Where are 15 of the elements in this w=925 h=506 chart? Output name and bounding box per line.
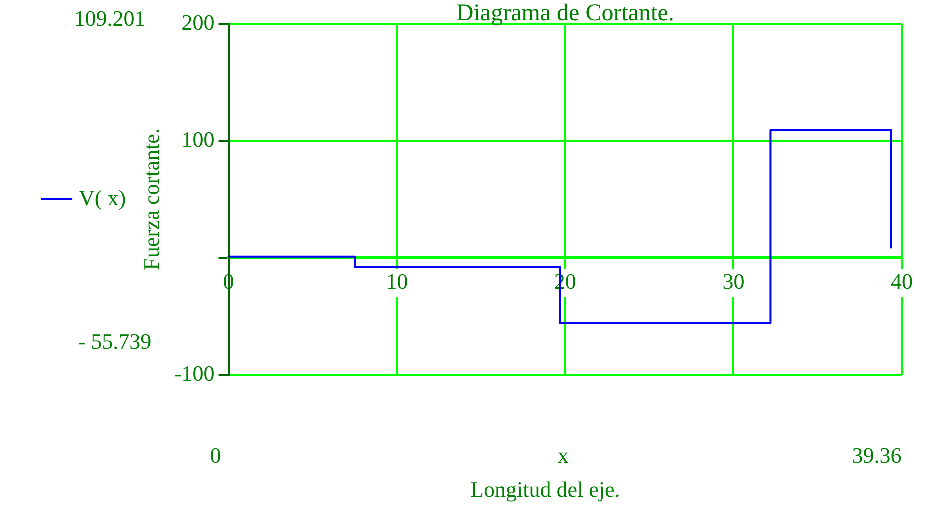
legend-label: V( x): [79, 185, 126, 210]
text: Longitud del eje.: [470, 476, 620, 502]
x-axis-title: x: [558, 442, 569, 468]
x-tick-label: 30: [722, 268, 745, 294]
text: 0: [210, 442, 222, 468]
y-tick-label: 100: [182, 126, 215, 152]
x-tick-label: 10: [386, 268, 408, 294]
y-axis-title: Fuerza cortante.: [139, 128, 164, 270]
x-tick-label: 40: [891, 268, 913, 294]
y-tick-label: -100: [174, 360, 215, 386]
text: 109.201: [74, 6, 146, 31]
text: - 55.739: [78, 328, 152, 354]
text: 39.36: [852, 442, 902, 468]
chart-title: Diagrama de Cortante.: [456, 0, 674, 26]
y-tick-label: 200: [182, 10, 215, 35]
